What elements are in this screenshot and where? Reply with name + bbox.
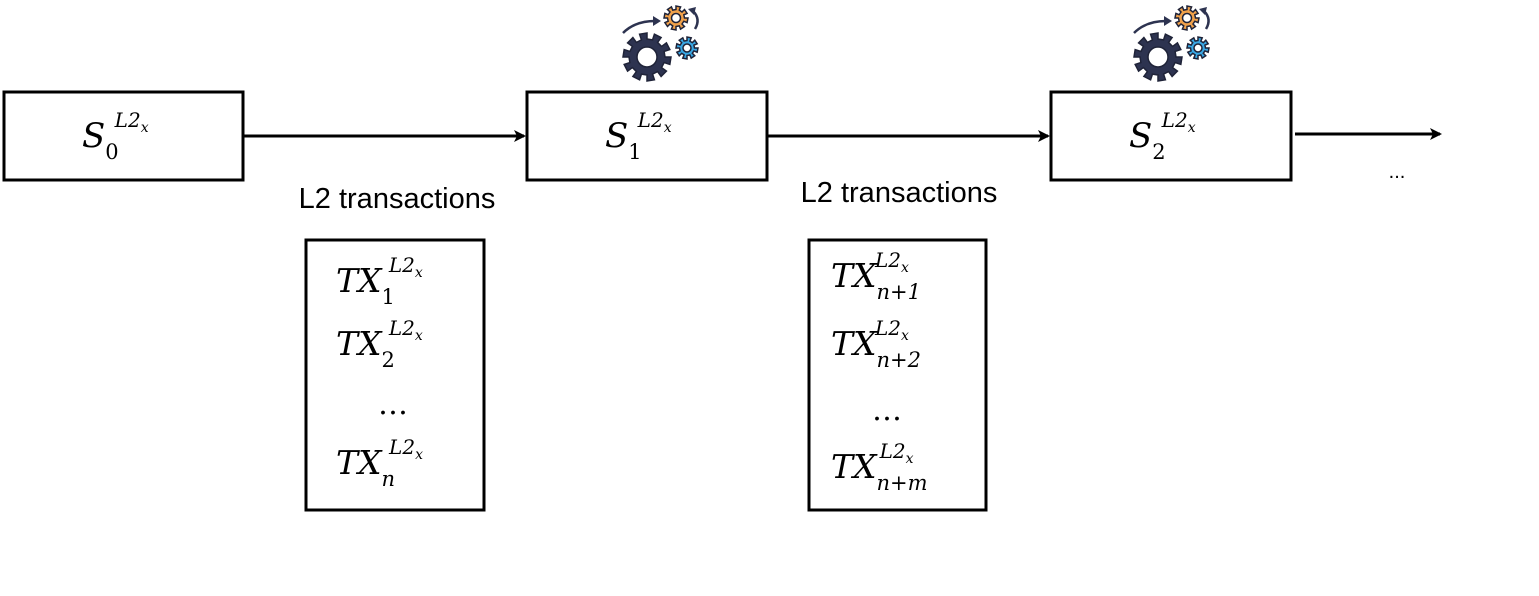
rotate-arrow: [622, 19, 656, 34]
transition-label-0: L2 transactions: [299, 183, 496, 215]
tx-item: TXnL2x: [336, 435, 423, 491]
tx-item: TXn+mL2x: [831, 439, 928, 495]
continuation-ellipsis: ...: [1389, 161, 1406, 183]
gears-icon: [1133, 5, 1210, 82]
rotate-arrow-head: [688, 7, 696, 15]
tx-group-box-0: [304, 238, 486, 512]
gears-icon: [622, 5, 699, 82]
rotate-arrow-head: [653, 16, 661, 26]
gear-blue-hub: [682, 43, 692, 53]
transition-label-1: L2 transactions: [801, 177, 998, 209]
gear-large-hub: [636, 46, 658, 68]
tx-item: TXn+1L2x: [831, 248, 921, 304]
tx-ellipsis: …: [378, 387, 408, 422]
rotate-arrow-head: [1164, 16, 1172, 26]
state-box-0: [2, 90, 245, 182]
state-label-2: S2L2x: [1129, 108, 1196, 164]
state-box-1: [525, 90, 769, 182]
gear-orange-hub: [670, 12, 682, 24]
state-label-1: S1L2x: [605, 108, 672, 164]
gear-orange-hub: [1181, 12, 1193, 24]
rotate-arrow-head: [1199, 7, 1207, 15]
tx-item: TXn+2L2x: [831, 316, 921, 372]
tx-item: TX1L2x: [336, 253, 423, 309]
rotate-arrow: [1133, 19, 1167, 34]
state-label-0: S0L2x: [82, 108, 149, 164]
gear-large-hub: [1147, 46, 1169, 68]
tx-ellipsis: …: [872, 393, 902, 428]
gear-blue-hub: [1193, 43, 1203, 53]
tx-group-box-1: [807, 238, 988, 512]
state-box-2: [1049, 90, 1293, 182]
tx-item: TX2L2x: [336, 316, 423, 372]
